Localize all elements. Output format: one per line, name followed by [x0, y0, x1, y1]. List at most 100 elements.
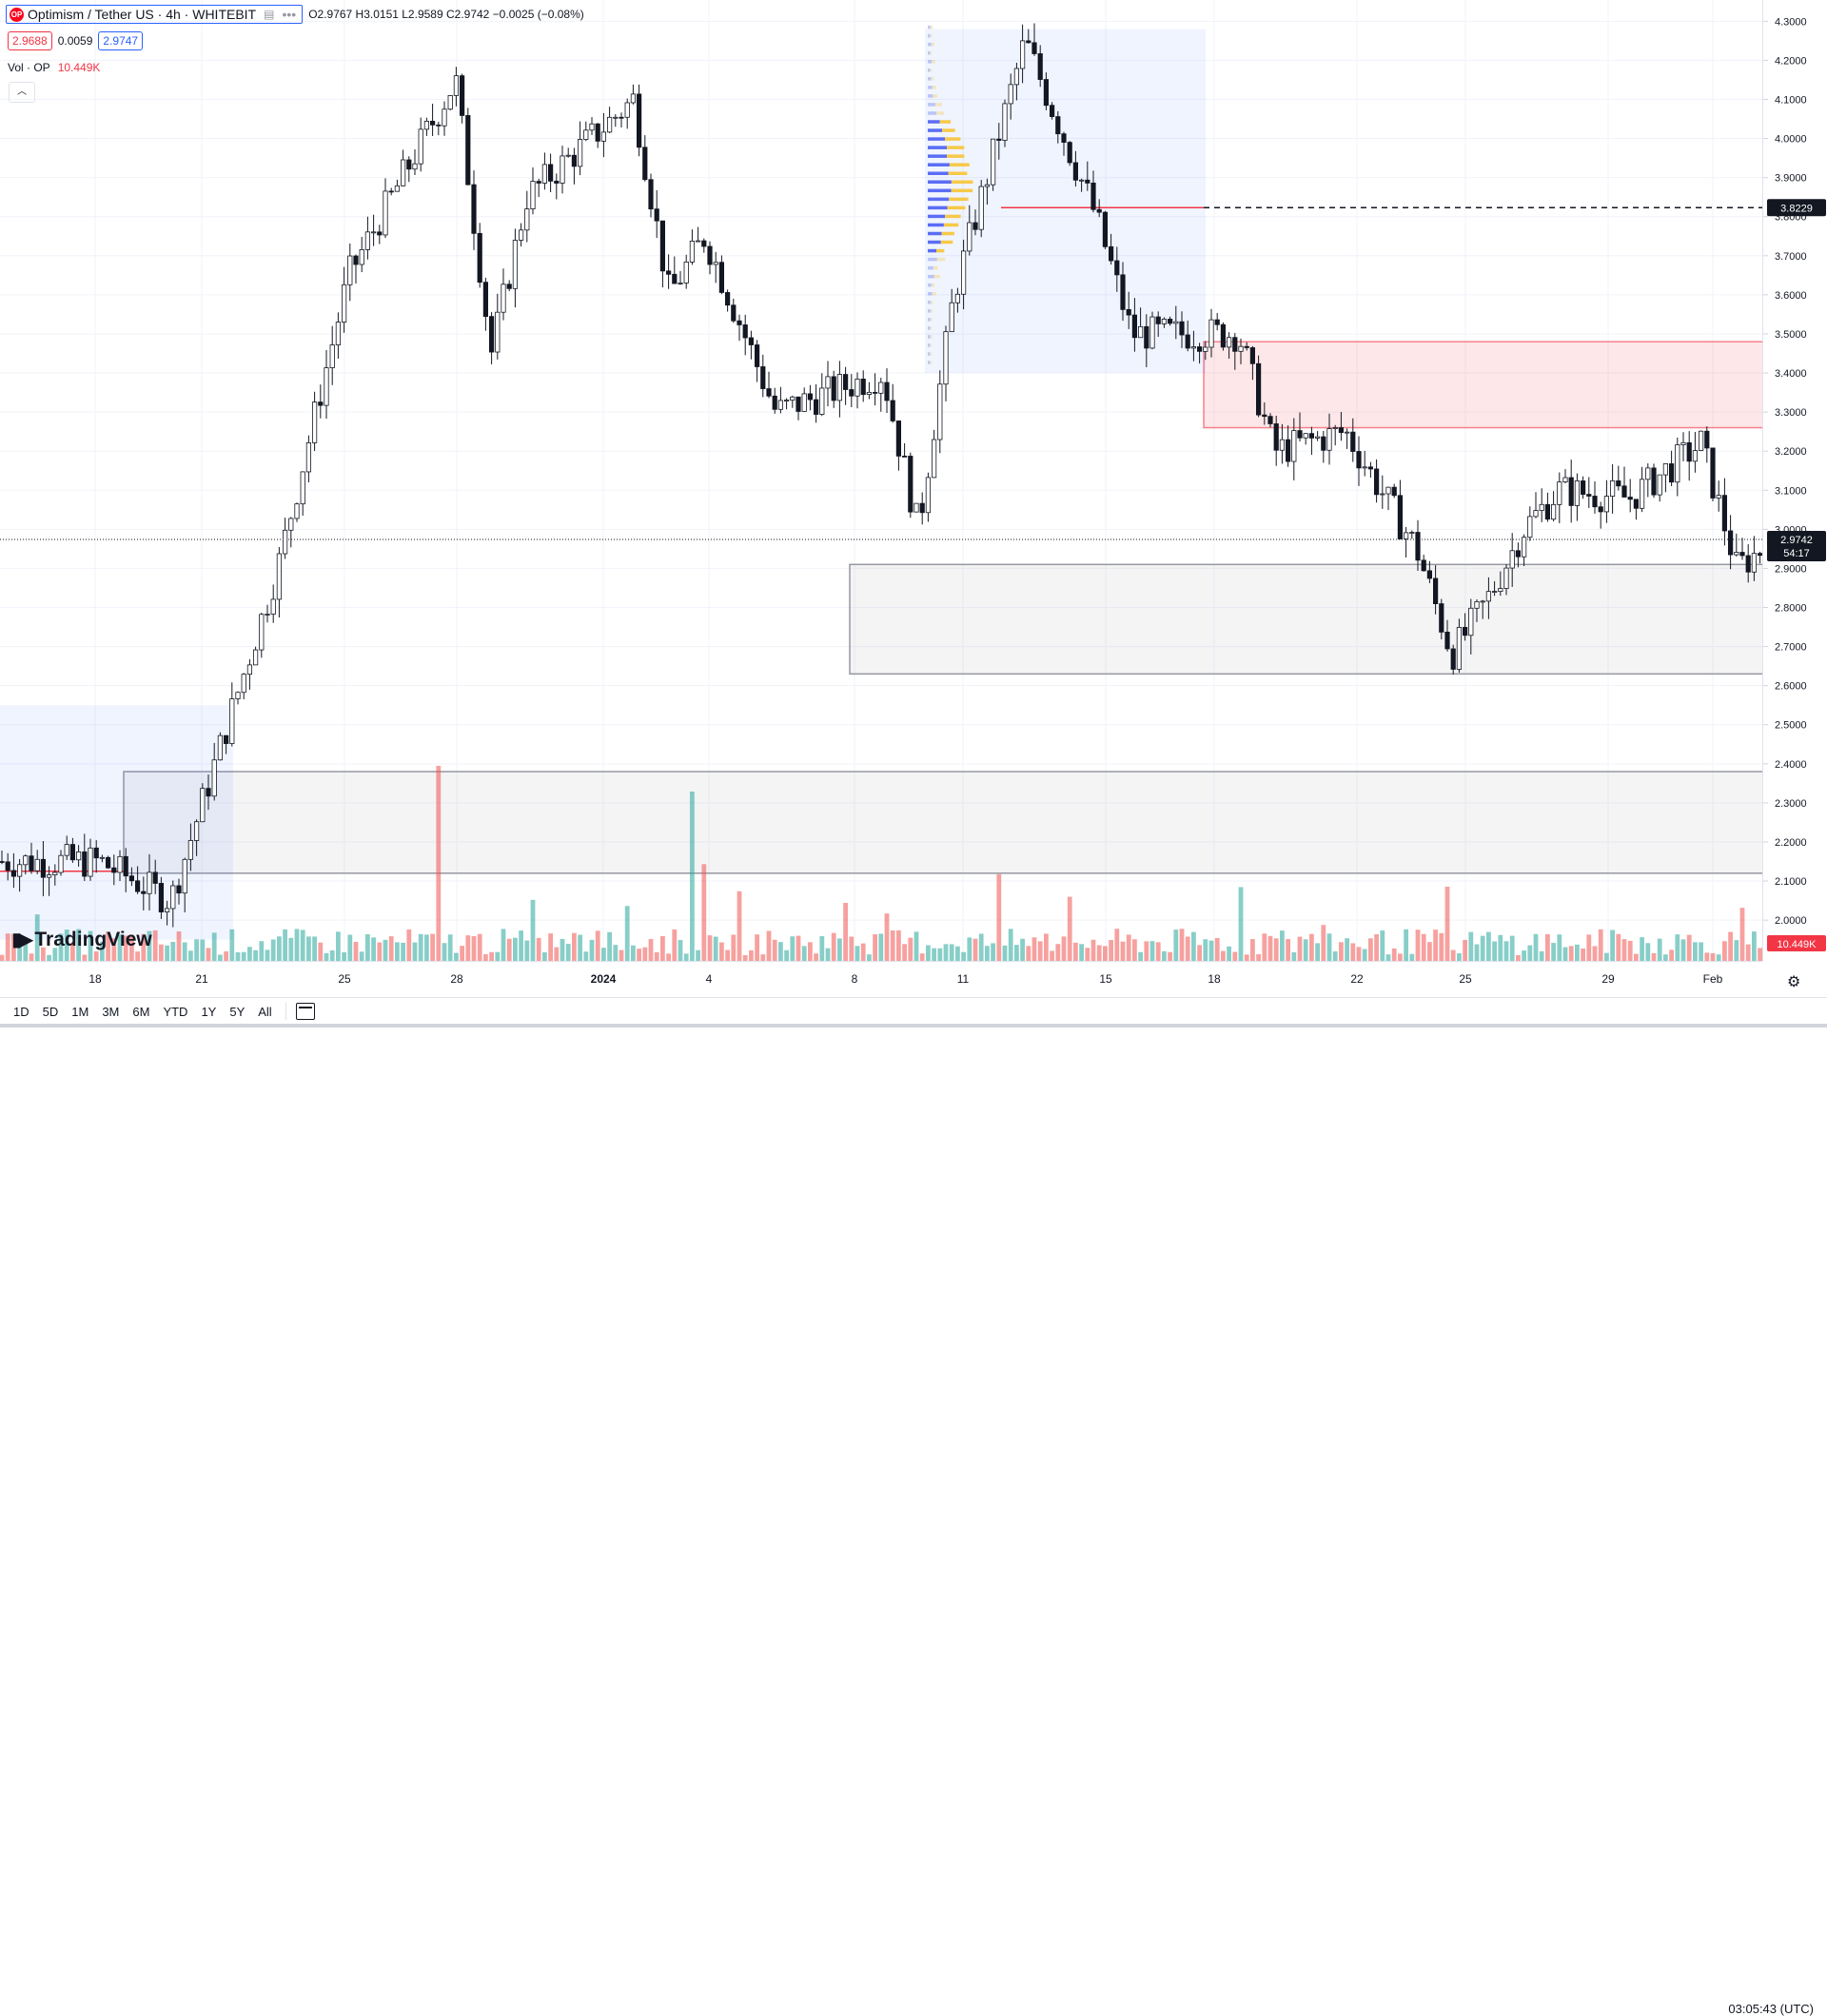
- volume-bar: [1368, 938, 1373, 961]
- candle-down: [1322, 437, 1326, 450]
- candle-up: [584, 130, 588, 140]
- candle-up: [1345, 432, 1348, 433]
- price-tick-label: 4.0000: [1775, 134, 1807, 146]
- volume-bar: [472, 936, 477, 961]
- symbol-selector[interactable]: OP Optimism / Tether US · 4h · WHITEBIT …: [6, 5, 303, 24]
- volume-profile-bar: [928, 189, 952, 193]
- volume-bar: [1026, 946, 1031, 961]
- volume-profile-bar: [928, 301, 931, 304]
- volume-bar: [590, 940, 595, 961]
- volume-bar: [1398, 953, 1403, 961]
- candle-up: [218, 735, 222, 760]
- range-button-1y[interactable]: 1Y: [201, 1005, 216, 1019]
- candle-down: [1245, 346, 1248, 347]
- volume-bar: [672, 930, 677, 961]
- candle-up: [826, 377, 830, 388]
- price-tick-label: 4.2000: [1775, 55, 1807, 67]
- volume-bar: [424, 934, 429, 961]
- price-axis[interactable]: 4.3000 4.2000 4.1000 4.0000 3.9000 3.8000 3.70…: [1762, 0, 1827, 961]
- volume-bar: [1321, 925, 1326, 961]
- candle-down: [673, 274, 677, 284]
- candle-down: [1416, 533, 1420, 560]
- volume-bar: [1687, 935, 1692, 961]
- sell-button[interactable]: 2.9688: [8, 31, 52, 50]
- volume-bar: [861, 944, 866, 961]
- volume-bar: [1298, 937, 1303, 961]
- volume-profile-bar: [931, 26, 933, 29]
- volume-bar: [1463, 940, 1467, 961]
- candle-down: [466, 115, 470, 185]
- volume-bar: [1121, 942, 1126, 961]
- candle-up: [1663, 463, 1667, 475]
- candle-up: [360, 249, 363, 264]
- range-button-1d[interactable]: 1D: [13, 1005, 29, 1019]
- price-tick-label: 2.6000: [1775, 681, 1807, 693]
- calendar-icon[interactable]: [296, 1003, 315, 1020]
- compare-icon[interactable]: ▤: [264, 8, 274, 21]
- range-button-all[interactable]: All: [258, 1005, 271, 1019]
- candle-up: [1717, 496, 1720, 499]
- volume-profile-bar: [930, 51, 932, 55]
- tradingview-logo[interactable]: ▮▶ TradingView: [11, 928, 152, 951]
- candle-down: [1392, 487, 1396, 496]
- candle-up: [1604, 497, 1608, 512]
- candle-up: [1522, 538, 1525, 558]
- volume-profile-bar: [928, 86, 933, 89]
- buy-button[interactable]: 2.9747: [98, 31, 143, 50]
- candle-down: [861, 379, 865, 394]
- candle-down: [1687, 442, 1691, 460]
- volume-profile-bar: [928, 266, 933, 270]
- volume-profile-bar: [930, 326, 932, 330]
- volume-bar: [1717, 954, 1721, 961]
- range-button-1m[interactable]: 1M: [71, 1005, 88, 1019]
- range-button-ytd[interactable]: YTD: [163, 1005, 187, 1019]
- range-button-5d[interactable]: 5D: [43, 1005, 59, 1019]
- candle-down: [1445, 632, 1449, 649]
- volume-bar: [660, 936, 665, 961]
- range-button-5y[interactable]: 5Y: [229, 1005, 245, 1019]
- settings-dots-icon[interactable]: •••: [282, 7, 296, 22]
- candle-up: [1499, 589, 1503, 592]
- volume-bar: [194, 939, 199, 961]
- candle-down: [1374, 469, 1378, 495]
- volume-bar: [159, 945, 164, 961]
- price-chart[interactable]: [0, 0, 1762, 961]
- volume-bar: [1180, 929, 1185, 961]
- candle-down: [655, 209, 658, 222]
- volume-profile-bar: [928, 241, 941, 245]
- volume-bar: [760, 954, 765, 961]
- volume-bar: [642, 948, 647, 961]
- volume-profile-bar: [930, 34, 932, 38]
- candle-down: [1109, 246, 1112, 261]
- candle-up: [47, 875, 50, 878]
- range-button-3m[interactable]: 3M: [102, 1005, 119, 1019]
- candle-down: [1298, 431, 1302, 439]
- volume-profile-bar: [928, 69, 930, 72]
- volume-bar: [902, 944, 907, 961]
- time-axis[interactable]: 18 21 25 28 2024 4 8 11 15 18 22 25 29 Feb: [0, 961, 1762, 998]
- symbol-title[interactable]: Optimism / Tether US · 4h · WHITEBIT: [28, 7, 256, 22]
- candle-up: [1381, 494, 1385, 495]
- volume-profile-bar: [930, 69, 932, 72]
- candle-up: [247, 665, 251, 675]
- key-level-label: 3.8229: [1780, 203, 1813, 214]
- volume-bar: [655, 952, 659, 961]
- volume-bar: [430, 934, 435, 961]
- candle-up: [1486, 592, 1490, 601]
- volume-bar: [666, 953, 671, 961]
- volume-bar: [1593, 946, 1598, 961]
- candle-down: [1050, 106, 1053, 117]
- volume-bar: [1675, 934, 1680, 961]
- volume-profile-bar: [933, 292, 936, 296]
- volume-bar: [1345, 938, 1349, 961]
- utc-clock[interactable]: 03:05:43 (UTC): [1728, 2002, 1814, 2016]
- volume-bar: [1062, 936, 1067, 961]
- range-button-6m[interactable]: 6M: [132, 1005, 149, 1019]
- chart-area[interactable]: OP Optimism / Tether US · 4h · WHITEBIT …: [0, 0, 1762, 961]
- collapse-legend-button[interactable]: ︿: [9, 82, 35, 103]
- candle-down: [142, 891, 146, 893]
- volume-bar: [1227, 947, 1231, 961]
- settings-gear-icon[interactable]: ⚙: [1787, 972, 1800, 991]
- candle-up: [212, 760, 216, 796]
- candle-up: [283, 530, 286, 554]
